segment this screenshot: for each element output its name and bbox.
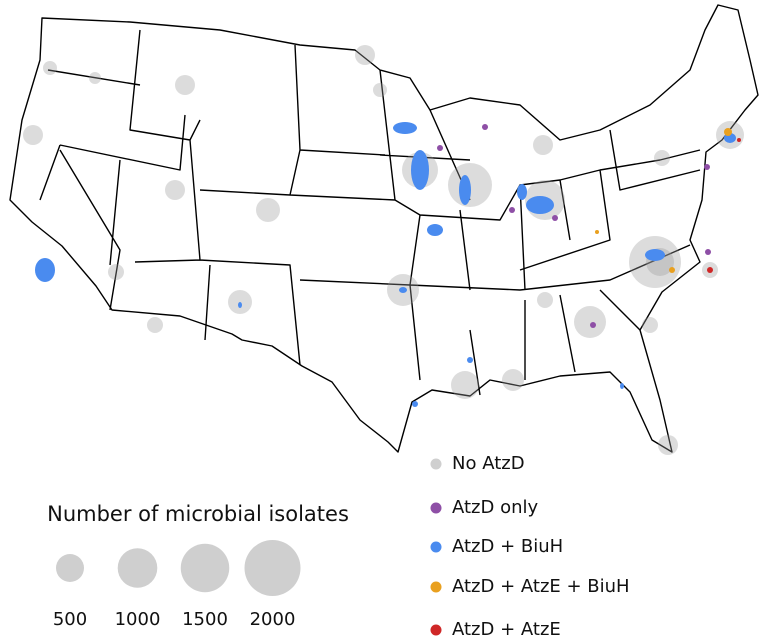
site-circle [175, 75, 195, 95]
site-dot [509, 207, 515, 213]
site-circle [256, 198, 280, 222]
site-blob [412, 401, 418, 407]
site-markers [23, 45, 744, 455]
site-blob [238, 302, 242, 308]
size-label: 500 [53, 609, 87, 630]
site-dot [437, 145, 443, 151]
legend-swatch [430, 502, 442, 514]
site-blob [526, 196, 554, 214]
size-circle [117, 548, 158, 588]
size-circle [56, 554, 84, 582]
legend-label: AtzD only [452, 497, 539, 518]
size-label: 1500 [182, 609, 228, 630]
site-dot [707, 267, 713, 273]
site-dot [595, 230, 599, 234]
site-blob [467, 357, 473, 363]
site-circle [108, 264, 124, 280]
site-circle [165, 180, 185, 200]
site-circle [502, 369, 524, 391]
site-circle [629, 236, 681, 288]
site-circle [355, 45, 375, 65]
site-circle [451, 371, 479, 399]
color-legend: No AtzD AtzD only AtzD + BiuH AtzD + AtzE +… [430, 453, 630, 639]
legend-label: AtzD + AtzE [452, 619, 561, 639]
site-circle [642, 317, 658, 333]
site-circle [147, 317, 163, 333]
site-circle [373, 83, 387, 97]
site-blob [459, 175, 471, 205]
blue-sites [35, 122, 736, 407]
site-circle [658, 435, 678, 455]
purple-sites [437, 124, 711, 328]
site-blob [393, 122, 417, 134]
us-outline [9, 4, 759, 453]
site-circle [574, 306, 606, 338]
site-blob [427, 224, 443, 236]
site-dot [482, 124, 488, 130]
site-blob [620, 383, 624, 389]
us-map [9, 4, 759, 453]
size-label: 1000 [115, 609, 161, 630]
site-blob [645, 249, 665, 261]
site-blob [399, 287, 407, 293]
site-circle [654, 150, 670, 166]
legend-swatch [430, 624, 442, 636]
site-dot [737, 138, 741, 142]
size-legend-title: Number of microbial isolates [47, 502, 349, 526]
site-blob [411, 150, 429, 190]
legend-label: AtzD + BiuH [452, 536, 563, 557]
site-blob [35, 258, 55, 282]
legend-swatch [430, 458, 442, 470]
legend-label: No AtzD [452, 453, 525, 474]
site-dot [590, 322, 596, 328]
legend-swatch [430, 541, 442, 553]
state-borders [39, 29, 701, 396]
site-circle [533, 135, 553, 155]
size-circle [180, 543, 230, 593]
size-legend: 500 1000 1500 2000 [53, 540, 301, 630]
site-circle [537, 292, 553, 308]
size-circle [244, 540, 301, 596]
site-dot [705, 249, 711, 255]
site-dot [552, 215, 558, 221]
site-circle [23, 125, 43, 145]
orange-sites [595, 128, 732, 273]
legend-swatch [430, 581, 442, 593]
legend-label: AtzD + AtzE + BiuH [452, 576, 630, 597]
site-dot [669, 267, 675, 273]
site-blob [517, 184, 527, 200]
site-circle [43, 61, 57, 75]
size-label: 2000 [250, 609, 296, 630]
site-circle [89, 72, 101, 84]
red-sites [707, 138, 741, 273]
site-dot [724, 128, 732, 136]
site-dot [704, 164, 710, 170]
